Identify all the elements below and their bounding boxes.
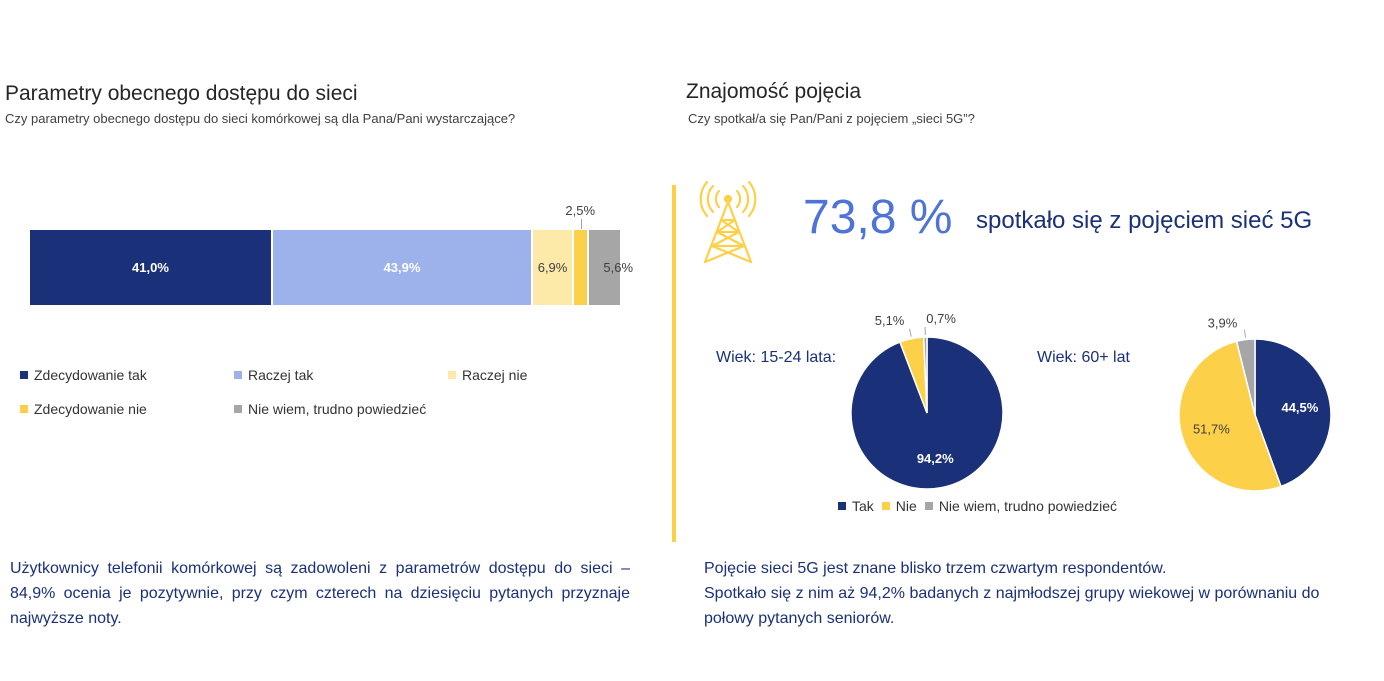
pie-leader-line bbox=[1244, 329, 1246, 338]
bar-value-label: 6,9% bbox=[537, 260, 568, 275]
pie-legend-swatch bbox=[924, 502, 933, 510]
legend-label: Raczej nie bbox=[462, 367, 528, 383]
signal-tower-icon bbox=[699, 180, 757, 264]
bar-value-label-outside: 5,6% bbox=[603, 260, 634, 275]
bar-segment-zdecydowanie-tak: 41,0% bbox=[30, 230, 271, 305]
left-note: Użytkownicy telefonii komórkowej są zado… bbox=[10, 560, 630, 627]
stacked-bar-chart: 41,0% 43,9% 6,9% bbox=[30, 230, 622, 305]
right-title: Znajomość pojęcia bbox=[686, 80, 862, 103]
pie-legend-swatch bbox=[838, 502, 846, 510]
pie-leader-line bbox=[909, 328, 912, 337]
pie-legend-swatch bbox=[881, 502, 890, 510]
pie1-label-outside: 5,1% bbox=[875, 313, 905, 328]
pie2-age-label: Wiek: 60+ lat bbox=[1037, 349, 1130, 366]
pie1-label-outside: 0,7% bbox=[926, 311, 956, 326]
legend-item-raczej-nie: Raczej nie bbox=[448, 367, 527, 383]
legend-item-zdecydowanie-nie: Zdecydowanie nie bbox=[20, 401, 147, 417]
legend-item-zdecydowanie-tak: Zdecydowanie tak bbox=[20, 367, 147, 383]
bar-leader-line bbox=[581, 219, 583, 229]
bar-segment-nie-wiem bbox=[588, 230, 620, 305]
legend-label: Zdecydowanie nie bbox=[34, 401, 147, 417]
big-percent: 73,8 % bbox=[803, 191, 953, 244]
pie2-slice-nie bbox=[1178, 340, 1282, 492]
bar-value-label-outside: 2,5% bbox=[565, 203, 596, 218]
pie-legend: Tak Nie Nie wiem, trudno powiedzieć bbox=[838, 498, 1125, 514]
legend-swatch bbox=[448, 371, 456, 379]
legend-item-nie-wiem: Nie wiem, trudno powiedzieć bbox=[234, 401, 426, 417]
pie1-label-tak: 94,2% bbox=[917, 451, 954, 466]
pie2-slice-nie-wiem bbox=[1235, 338, 1256, 416]
legend-item-raczej-tak: Raczej tak bbox=[234, 367, 313, 383]
pie1-age-label: Wiek: 15-24 lata: bbox=[716, 349, 837, 366]
pie2-label-outside: 3,9% bbox=[1208, 316, 1238, 331]
right-note-line2: Spotkało się z nim aż 94,2% badanych z n… bbox=[704, 585, 1320, 627]
pie2-label-nie: 51,7% bbox=[1193, 421, 1230, 436]
pie-legend-label: Tak bbox=[852, 498, 874, 514]
vertical-divider bbox=[672, 185, 676, 542]
legend-swatch bbox=[20, 405, 28, 413]
right-subtitle: Czy spotkał/a się Pan/Pani z pojęciem „s… bbox=[688, 111, 975, 126]
pie2-slice-tak bbox=[1254, 338, 1332, 488]
legend-swatch bbox=[234, 405, 242, 413]
pie-legend-item: Nie wiem, trudno powiedzieć bbox=[924, 498, 1118, 514]
big-text: spotkało się z pojęciem sieć 5G bbox=[976, 207, 1313, 234]
right-note: Pojęcie sieci 5G jest znane blisko trzem… bbox=[704, 556, 1364, 631]
bar-value-label: 41,0% bbox=[132, 260, 169, 275]
bar-value-label: 43,9% bbox=[383, 260, 421, 275]
right-note-line1: Pojęcie sieci 5G jest znane blisko trzem… bbox=[704, 560, 1167, 577]
left-subtitle: Czy parametry obecnego dostępu do sieci … bbox=[5, 111, 516, 126]
legend-label: Nie wiem, trudno powiedzieć bbox=[248, 401, 427, 417]
pie1-slice-nie-wiem bbox=[922, 336, 928, 414]
left-title: Parametry obecnego dostępu do sieci bbox=[5, 82, 358, 105]
legend-label: Raczej tak bbox=[248, 367, 314, 383]
bar-segment-raczej-tak: 43,9% bbox=[272, 230, 532, 305]
bar-segment-zdecydowanie-nie bbox=[574, 230, 587, 305]
pie-legend-label: Nie wiem, trudno powiedzieć bbox=[938, 498, 1118, 514]
legend-label: Zdecydowanie tak bbox=[34, 367, 147, 383]
legend-swatch bbox=[234, 371, 242, 379]
bar-segment-raczej-nie: 6,9% bbox=[533, 230, 572, 305]
pie2-label-tak: 44,5% bbox=[1281, 400, 1318, 415]
legend-swatch bbox=[20, 371, 28, 379]
pie-legend-item: Nie bbox=[881, 498, 917, 514]
pie-legend-item: Tak bbox=[838, 498, 874, 514]
pie-legend-label: Nie bbox=[895, 498, 917, 514]
